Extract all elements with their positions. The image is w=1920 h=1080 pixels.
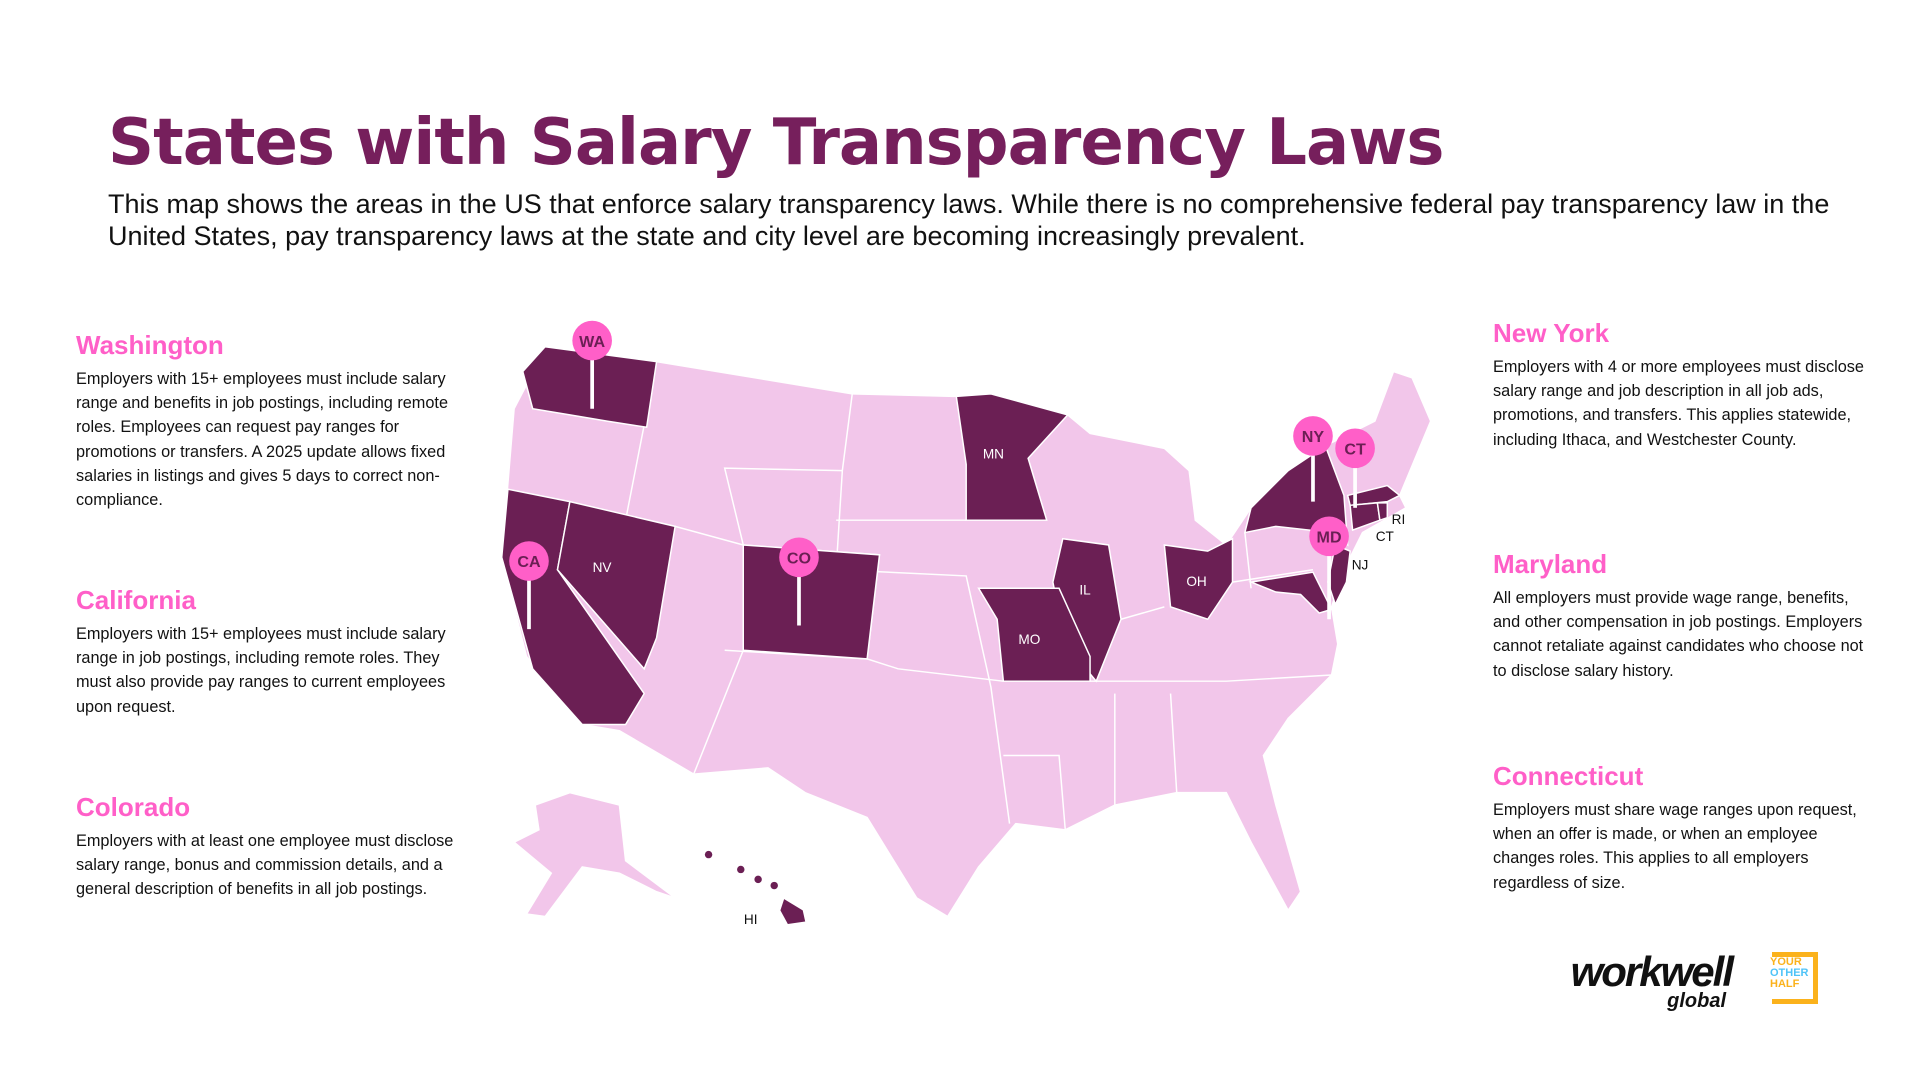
- pin-head: [779, 537, 819, 578]
- card-heading: Colorado: [76, 792, 191, 822]
- state-missouri: [977, 587, 1091, 682]
- state-ohio: [1163, 537, 1234, 621]
- pin-label: CT: [1344, 441, 1366, 459]
- pin-label: MD: [1317, 528, 1342, 546]
- card-body: Employers with at least one employee mus…: [76, 832, 454, 899]
- card-heading: Washington: [76, 330, 224, 360]
- logo-text: YOUR: [1770, 956, 1802, 968]
- card-body: Employers with 4 or more employees must …: [1493, 358, 1864, 449]
- pin-head: [1309, 516, 1349, 557]
- pin-ca: CA: [509, 541, 549, 630]
- pin-ny: NY: [1293, 416, 1333, 502]
- state-maryland: [1248, 571, 1333, 614]
- card-body: All employers must provide wage range, b…: [1493, 589, 1864, 680]
- state-minnesota: [955, 393, 1070, 521]
- your-other-half-logo: YOUR OTHER HALF: [1770, 952, 1818, 1004]
- state-colorado: [742, 544, 881, 660]
- page-title: States with Salary Transparency Laws: [108, 106, 1444, 180]
- state-label-ct: CT: [1376, 529, 1394, 544]
- state-label-mo: MO: [1018, 632, 1040, 647]
- card-body: Employers with 15+ employees must includ…: [76, 625, 446, 716]
- state-base-lower48: [500, 348, 1432, 918]
- pin-label: CA: [517, 553, 541, 571]
- workwell-global-logo: workwell global: [1556, 948, 1734, 1012]
- state-label-ri: RI: [1392, 512, 1406, 527]
- state-washington: [521, 346, 658, 429]
- state-label-mn: MN: [983, 446, 1004, 461]
- card-body: Employers must share wage ranges upon re…: [1493, 801, 1857, 892]
- card-heading: Connecticut: [1493, 761, 1644, 791]
- pin-md: MD: [1309, 516, 1349, 620]
- pin-head: [1335, 428, 1375, 469]
- card-maryland: Maryland All employers must provide wage…: [1493, 549, 1868, 683]
- card-new-york: New York Employers with 4 or more employ…: [1493, 318, 1868, 452]
- card-heading: Maryland: [1493, 549, 1608, 579]
- pin-head: [1293, 416, 1333, 456]
- state-hawaii: [704, 850, 806, 924]
- pin-head: [509, 541, 549, 581]
- card-connecticut: Connecticut Employers must share wage ra…: [1493, 761, 1868, 895]
- pin-wa: WA: [572, 320, 612, 409]
- pin-co: CO: [779, 537, 819, 626]
- state-label-il: IL: [1079, 582, 1091, 597]
- card-heading: California: [76, 585, 196, 615]
- pin-label: CO: [787, 550, 811, 568]
- state-massachusetts: [1346, 484, 1402, 507]
- state-alaska: [512, 791, 676, 918]
- logo-subtext: global: [1667, 990, 1726, 1012]
- page-subtitle: This map shows the areas in the US that …: [108, 189, 1830, 251]
- state-label-nv: NV: [593, 560, 613, 575]
- pin-ct: CT: [1335, 428, 1375, 508]
- card-colorado: Colorado Employers with at least one emp…: [76, 792, 456, 902]
- pin-label: NY: [1302, 428, 1325, 446]
- state-nevada: [556, 500, 676, 671]
- state-label-hi: HI: [744, 912, 758, 927]
- card-california: California Employers with 15+ employees …: [76, 585, 456, 719]
- state-rhode-island: [1376, 502, 1389, 522]
- logo-text: HALF: [1770, 978, 1800, 990]
- card-body: Employers with 15+ employees must includ…: [76, 370, 448, 510]
- logo-text: OTHER: [1770, 967, 1809, 979]
- card-heading: New York: [1493, 318, 1610, 348]
- state-label-oh: OH: [1186, 574, 1206, 589]
- card-washington: Washington Employers with 15+ employees …: [76, 330, 456, 512]
- state-label-nj: NJ: [1352, 558, 1369, 573]
- logo-text: workwell: [1570, 948, 1734, 995]
- pin-head: [572, 320, 612, 361]
- pin-label: WA: [579, 333, 605, 351]
